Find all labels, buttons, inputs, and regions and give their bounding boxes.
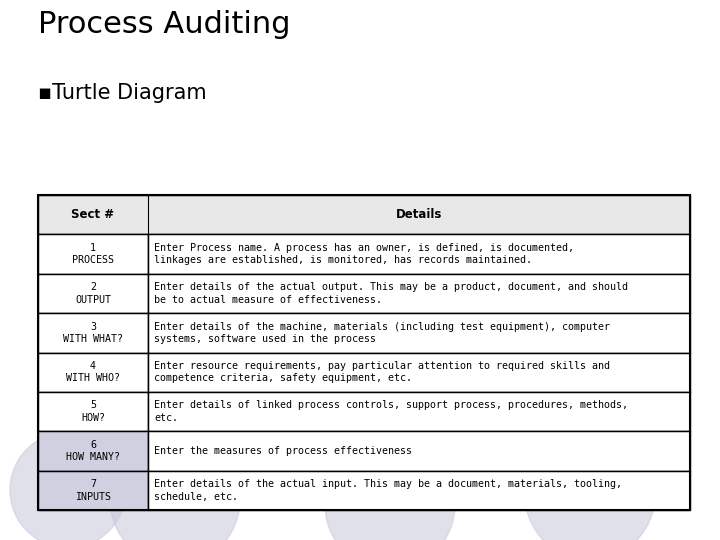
Text: Enter the measures of process effectiveness: Enter the measures of process effectiven… (154, 446, 412, 456)
Text: 2
OUTPUT: 2 OUTPUT (75, 282, 111, 305)
Text: 1
PROCESS: 1 PROCESS (72, 243, 114, 265)
Text: Sect #: Sect # (71, 208, 114, 221)
Text: Enter Process name. A process has an owner, is defined, is documented,
linkages : Enter Process name. A process has an own… (154, 243, 574, 265)
Text: 3
WITH WHAT?: 3 WITH WHAT? (63, 322, 123, 344)
Text: Enter details of linked process controls, support process, procedures, methods,
: Enter details of linked process controls… (154, 400, 628, 423)
Text: Process Auditing: Process Auditing (38, 10, 290, 39)
Text: ▪Turtle Diagram: ▪Turtle Diagram (38, 83, 207, 103)
Text: Enter details of the actual output. This may be a product, document, and should
: Enter details of the actual output. This… (154, 282, 628, 305)
Text: 6
HOW MANY?: 6 HOW MANY? (66, 440, 120, 462)
Text: Enter resource requirements, pay particular attention to required skills and
com: Enter resource requirements, pay particu… (154, 361, 610, 383)
Text: Details: Details (396, 208, 442, 221)
Text: Enter details of the machine, materials (including test equipment), computer
sys: Enter details of the machine, materials … (154, 322, 610, 344)
Text: 4
WITH WHO?: 4 WITH WHO? (66, 361, 120, 383)
Text: 5
HOW?: 5 HOW? (81, 400, 105, 423)
Text: Enter details of the actual input. This may be a document, materials, tooling,
s: Enter details of the actual input. This … (154, 479, 622, 502)
Text: 7
INPUTS: 7 INPUTS (75, 479, 111, 502)
